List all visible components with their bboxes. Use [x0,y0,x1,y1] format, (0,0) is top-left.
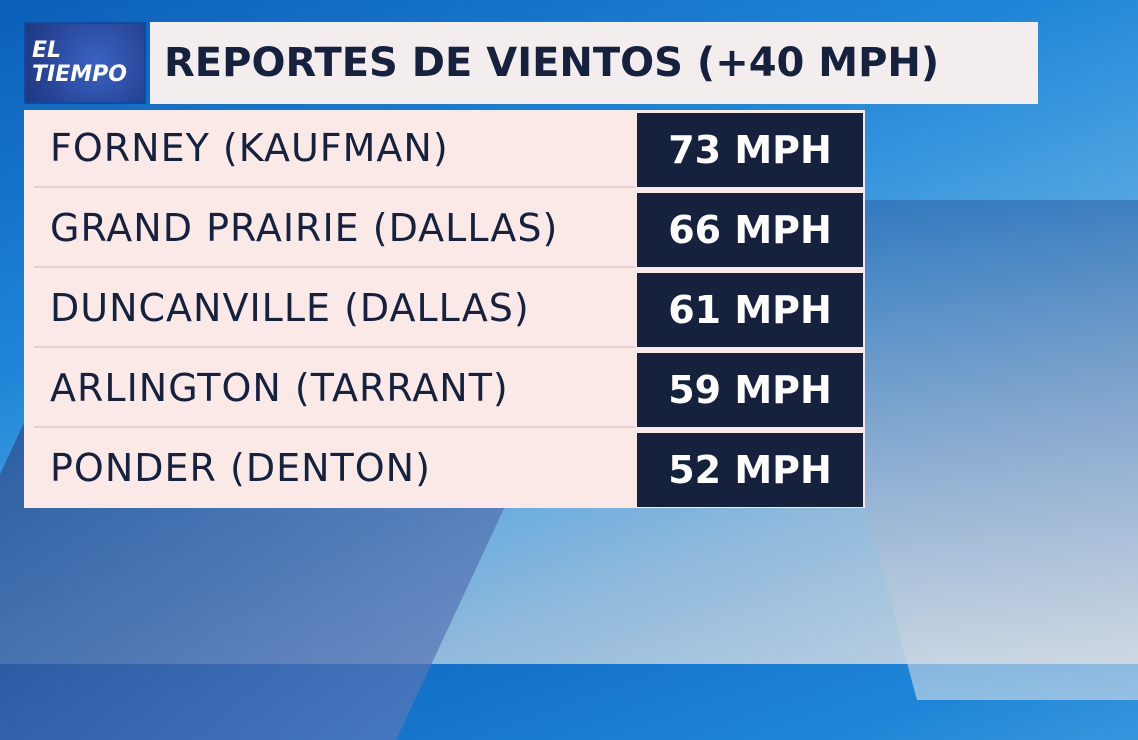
table-row: ARLINGTON (TARRANT) 59 MPH [24,350,865,428]
row-divider [34,266,635,268]
row-divider [34,346,635,348]
wind-speed-value: 59 MPH [637,353,863,427]
location-label: FORNEY (KAUFMAN) [50,126,449,170]
location-label: GRAND PRAIRIE (DALLAS) [50,206,559,250]
wind-speed-value: 52 MPH [637,433,863,507]
logo-line1: EL [32,38,62,63]
logo-line2: TIEMPO [32,62,127,87]
table-row: FORNEY (KAUFMAN) 73 MPH [24,110,865,188]
wind-speed-value: 61 MPH [637,273,863,347]
table-row: PONDER (DENTON) 52 MPH [24,430,865,507]
el-tiempo-logo: EL TIEMPO [24,22,146,104]
table-row: DUNCANVILLE (DALLAS) 61 MPH [24,270,865,348]
row-divider [34,186,635,188]
graphic-title: REPORTES DE VIENTOS (+40 MPH) [150,22,1038,104]
wind-reports-table: FORNEY (KAUFMAN) 73 MPH GRAND PRAIRIE (D… [24,110,865,508]
wind-speed-value: 73 MPH [637,113,863,187]
location-label: PONDER (DENTON) [50,446,431,490]
table-row: GRAND PRAIRIE (DALLAS) 66 MPH [24,190,865,268]
wind-speed-value: 66 MPH [637,193,863,267]
location-label: ARLINGTON (TARRANT) [50,366,509,410]
location-label: DUNCANVILLE (DALLAS) [50,286,530,330]
row-divider [34,426,635,428]
